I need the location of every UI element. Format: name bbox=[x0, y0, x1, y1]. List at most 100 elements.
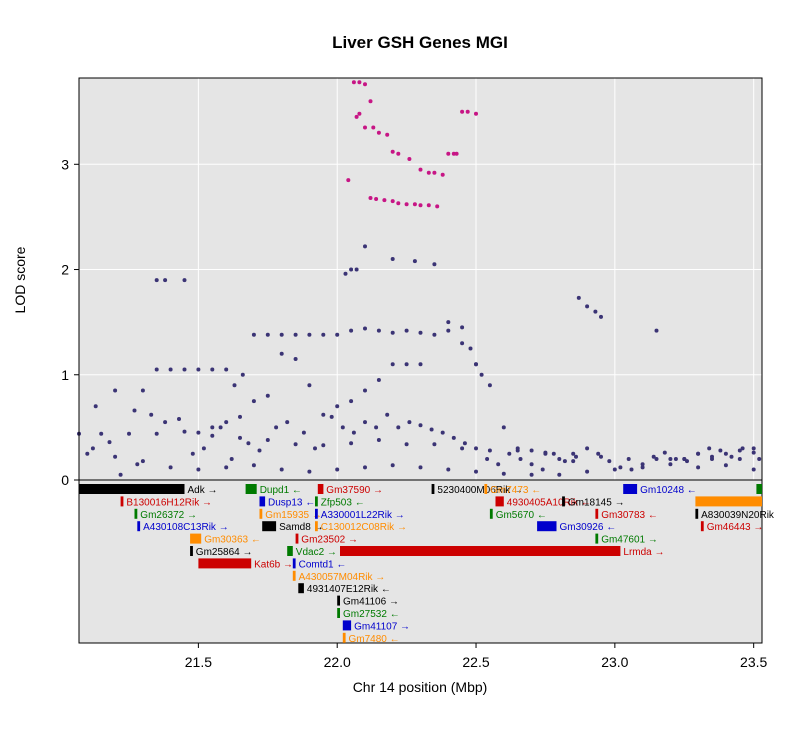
lod-point bbox=[307, 469, 312, 474]
gene-label: Gm18145 → bbox=[568, 497, 625, 508]
lod-point bbox=[238, 435, 242, 440]
lod-point bbox=[751, 467, 756, 472]
lod-point bbox=[751, 450, 756, 455]
lod-point bbox=[585, 446, 590, 451]
gene-label: Gm7473 ← bbox=[490, 485, 541, 496]
lod-point bbox=[85, 451, 90, 456]
lod-point bbox=[487, 383, 492, 388]
lod-point bbox=[529, 448, 534, 453]
lod-point bbox=[599, 454, 603, 459]
lod-point bbox=[363, 244, 367, 249]
gene-bar bbox=[695, 496, 762, 507]
lod-point bbox=[210, 433, 215, 438]
lod-point bbox=[265, 438, 270, 442]
lod-point bbox=[132, 408, 137, 413]
gene-label: Vdac2 → bbox=[296, 547, 337, 558]
gene-label: Adk → bbox=[188, 485, 218, 496]
y-tick-label: 0 bbox=[61, 472, 69, 488]
lod-point bbox=[596, 451, 601, 456]
lod-point-peak bbox=[407, 157, 412, 161]
gene-bar bbox=[484, 484, 488, 494]
lod-point bbox=[229, 457, 234, 461]
x-tick-label: 23.0 bbox=[601, 654, 628, 670]
lod-point bbox=[340, 425, 345, 430]
gene-bar bbox=[489, 508, 493, 519]
lod-point-peak bbox=[396, 201, 401, 206]
y-axis-label: LOD score bbox=[12, 246, 28, 313]
lod-point bbox=[90, 446, 95, 451]
gene-bar bbox=[595, 508, 599, 519]
lod-point bbox=[224, 367, 229, 372]
gene-bar bbox=[198, 558, 252, 569]
gene-label: Gm30783 ← bbox=[601, 510, 658, 521]
lod-point-peak bbox=[346, 178, 351, 183]
lod-point bbox=[418, 330, 423, 335]
lod-point-peak bbox=[404, 202, 409, 207]
lod-point bbox=[140, 388, 145, 393]
gene-label: Comtd1 ← bbox=[299, 559, 347, 570]
lod-point bbox=[335, 332, 340, 337]
lod-point bbox=[210, 367, 215, 372]
lod-point-peak bbox=[390, 199, 395, 204]
lod-point bbox=[196, 367, 201, 372]
lod-point bbox=[113, 388, 118, 393]
lod-point bbox=[432, 442, 437, 447]
gene-label: Dusp13 ← bbox=[268, 497, 315, 508]
lod-point-peak bbox=[418, 167, 423, 172]
lod-point bbox=[460, 325, 465, 330]
lod-point bbox=[390, 330, 395, 335]
lod-point bbox=[274, 425, 279, 430]
lod-point bbox=[168, 465, 173, 470]
lod-point-peak bbox=[465, 109, 470, 114]
lod-point bbox=[177, 417, 181, 421]
plot-background bbox=[79, 78, 762, 480]
gene-bar bbox=[292, 570, 296, 581]
lod-point bbox=[585, 304, 590, 309]
lod-point bbox=[349, 399, 354, 404]
x-tick-label: 23.5 bbox=[740, 654, 767, 670]
lod-point bbox=[349, 328, 354, 333]
lod-point-peak bbox=[357, 111, 362, 116]
lod-point-peak bbox=[368, 196, 373, 200]
lod-point bbox=[607, 459, 612, 464]
lod-point bbox=[710, 454, 714, 459]
gene-bar bbox=[495, 496, 504, 507]
gene-bar bbox=[137, 521, 141, 532]
lod-point bbox=[501, 425, 506, 430]
lod-point bbox=[557, 457, 562, 461]
lod-point bbox=[429, 427, 434, 432]
lod-point bbox=[251, 463, 256, 468]
lod-point bbox=[668, 457, 673, 461]
lod-point-peak bbox=[426, 203, 431, 208]
lod-point bbox=[571, 451, 576, 456]
lod-point-peak bbox=[454, 151, 459, 156]
lod-point bbox=[190, 451, 195, 456]
lod-point bbox=[196, 430, 201, 435]
lod-point bbox=[240, 372, 245, 377]
gene-bar bbox=[337, 608, 340, 618]
lod-point bbox=[218, 425, 223, 430]
lod-point bbox=[496, 462, 501, 467]
lod-point-peak bbox=[460, 109, 465, 114]
lod-point bbox=[543, 451, 548, 456]
lod-point-peak bbox=[440, 172, 445, 177]
lod-point bbox=[313, 446, 317, 451]
lod-point bbox=[404, 442, 409, 447]
lod-point bbox=[593, 309, 598, 314]
gene-bar bbox=[623, 484, 638, 494]
lod-point bbox=[127, 431, 131, 436]
lod-point bbox=[529, 472, 534, 477]
lod-point bbox=[293, 442, 298, 447]
gene-bar bbox=[695, 508, 699, 519]
lod-point bbox=[485, 457, 490, 461]
lod-point bbox=[246, 441, 251, 446]
gene-panel-frame bbox=[78, 479, 763, 644]
lod-point bbox=[351, 430, 356, 435]
lod-point-peak bbox=[435, 204, 440, 209]
lod-point bbox=[451, 435, 456, 440]
gene-bar bbox=[292, 558, 296, 569]
gene-label: Gm27532 ← bbox=[343, 609, 400, 620]
gene-bar bbox=[259, 508, 263, 519]
lod-point bbox=[412, 259, 417, 264]
gene-label: Gm30363 ← bbox=[204, 535, 261, 546]
